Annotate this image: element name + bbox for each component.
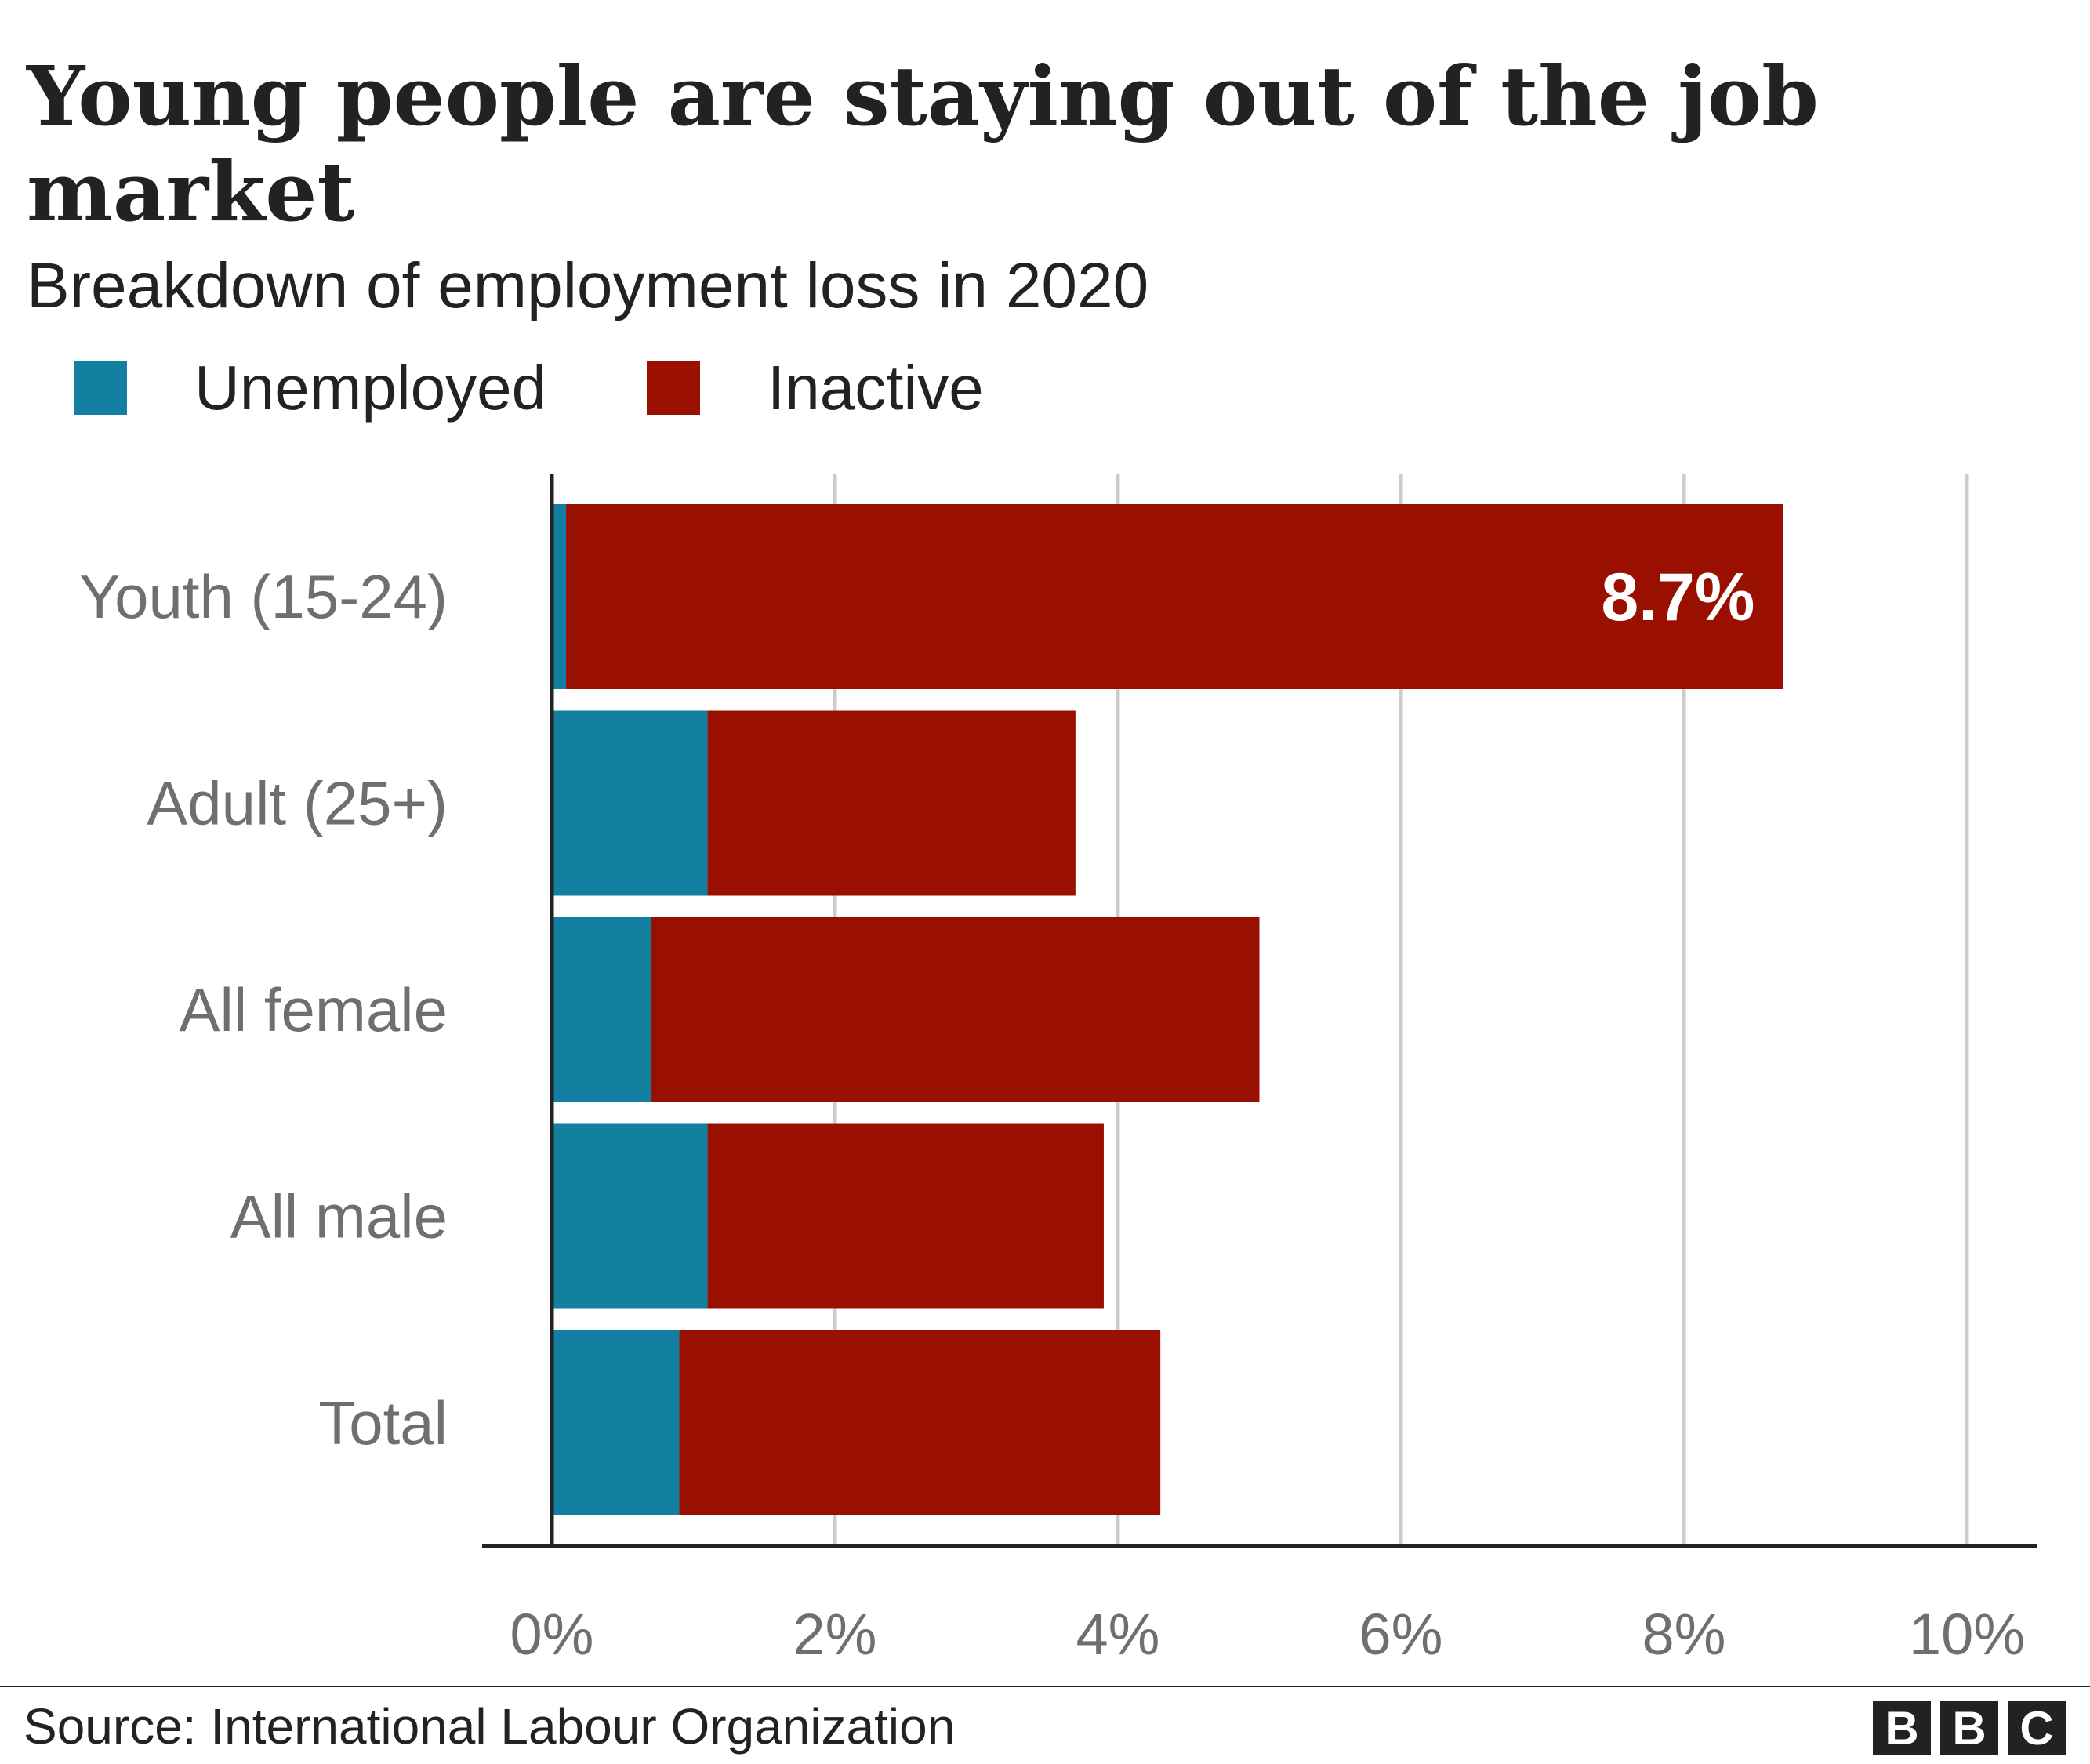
category-label: Adult (25+) xyxy=(147,769,448,838)
legend-label-inactive: Inactive xyxy=(767,353,984,423)
bar-inactive xyxy=(707,710,1076,896)
footer-divider xyxy=(0,1686,2090,1687)
legend-swatch-unemployed xyxy=(74,361,127,415)
legend-swatch-inactive xyxy=(647,361,700,415)
x-tick-label: 8% xyxy=(1642,1602,1726,1667)
bar-unemployed xyxy=(552,917,651,1102)
category-label: Youth (15-24) xyxy=(79,562,448,631)
x-tick-label: 2% xyxy=(793,1602,877,1667)
bar-inactive xyxy=(707,1123,1104,1309)
bar-inactive xyxy=(651,917,1260,1102)
bbc-logo: B B C xyxy=(1873,1701,2066,1755)
x-tick-label: 10% xyxy=(1909,1602,2025,1667)
x-tick-label: 0% xyxy=(510,1602,594,1667)
x-tick-label: 4% xyxy=(1076,1602,1160,1667)
bar-unemployed xyxy=(552,710,708,896)
source-note: Source: International Labour Organizatio… xyxy=(24,1698,956,1755)
chart-title: Young people are staying out of the job … xyxy=(27,48,1819,240)
chart-subtitle: Breakdown of employment loss in 2020 xyxy=(27,250,1149,321)
bbc-logo-letter: C xyxy=(2008,1701,2066,1755)
data-label: 8.7% xyxy=(1601,560,1754,635)
legend-item-inactive: Inactive xyxy=(647,353,984,423)
category-label: All male xyxy=(230,1182,448,1251)
category-label: All female xyxy=(180,975,448,1044)
bar-unemployed xyxy=(552,1330,680,1515)
legend-item-unemployed: Unemployed xyxy=(74,353,546,423)
bar-unemployed xyxy=(552,504,567,689)
bbc-logo-letter: B xyxy=(1873,1701,1931,1755)
bbc-logo-letter: B xyxy=(1940,1701,1998,1755)
category-label: Total xyxy=(318,1388,448,1457)
legend-label-unemployed: Unemployed xyxy=(194,353,547,423)
bar-unemployed xyxy=(552,1123,708,1309)
bar-inactive xyxy=(679,1330,1161,1515)
x-tick-label: 6% xyxy=(1359,1602,1443,1667)
bar-inactive xyxy=(566,504,1783,689)
